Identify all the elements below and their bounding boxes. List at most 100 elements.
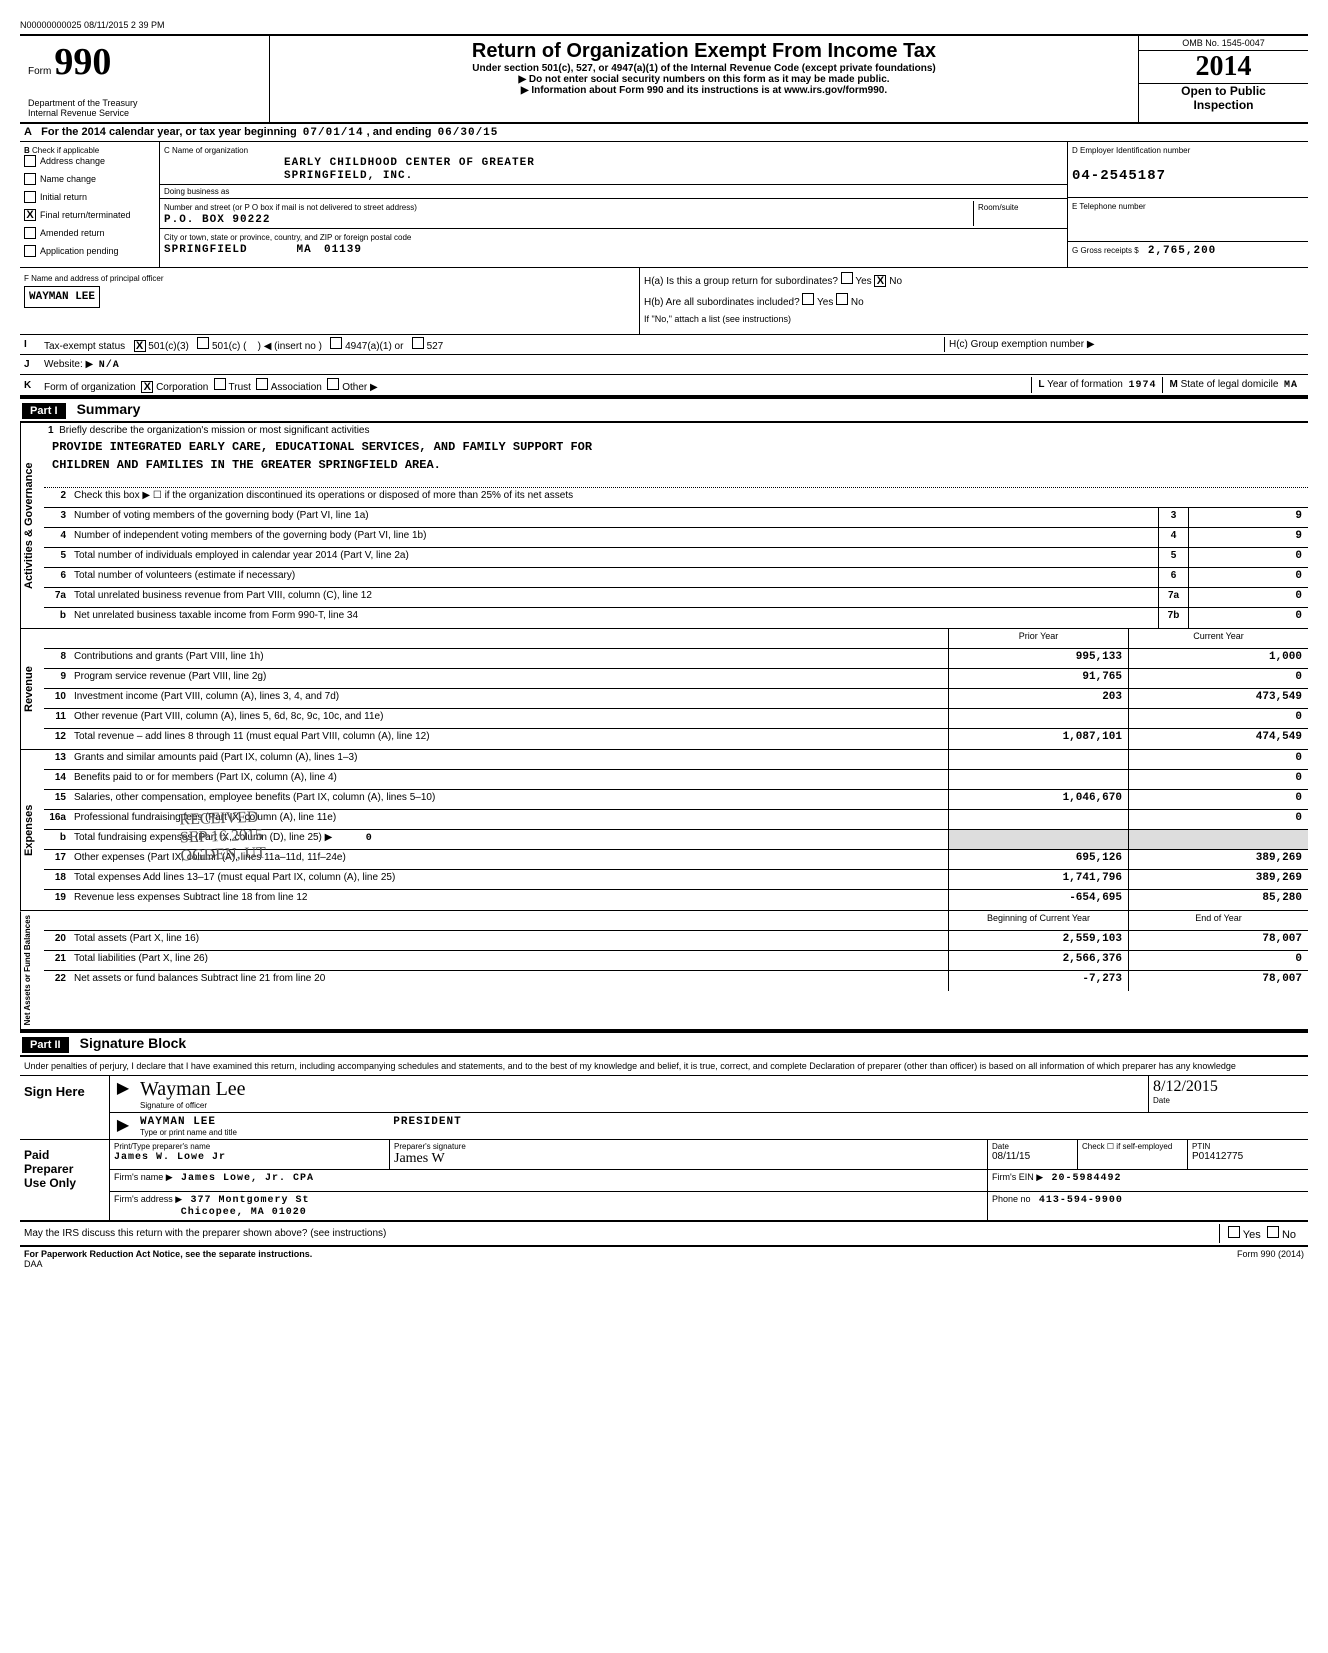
line-6-box: 6 [1158,568,1188,587]
line-i: I Tax-exempt status X 501(c)(3) 501(c) (… [20,335,1308,355]
firm-addr-1: 377 Montgomery St [191,1195,310,1206]
section-fh: F Name and address of principal officer … [20,268,1308,335]
line-19-text: Revenue less expenses Subtract line 18 f… [72,890,948,910]
line-a-mid: , and ending [367,126,432,138]
lbl-other: Other ▶ [342,382,377,393]
chk-discuss-no[interactable] [1267,1226,1279,1238]
lbl-insert-no: ◀ (insert no ) [264,341,322,352]
lbl-address-change: Address change [40,156,105,166]
mission-line-1: PROVIDE INTEGRATED EARLY CARE, EDUCATION… [44,438,1308,456]
chk-hb-no[interactable] [836,293,848,305]
line-20-text: Total assets (Part X, line 16) [72,931,948,950]
lbl-527: 527 [427,341,444,352]
line-21-text: Total liabilities (Part X, line 26) [72,951,948,970]
form-990-page-1: N00000000025 08/11/2015 2 39 PM Form 990… [20,20,1308,1271]
lbl-firm-name: Firm's name ▶ [114,1172,173,1182]
line-5-val: 0 [1188,548,1308,567]
lbl-officer: F Name and address of principal officer [24,274,163,283]
line-11-curr: 0 [1128,709,1308,728]
signature-date: 8/12/2015 [1153,1078,1218,1095]
col-d-ein: D Employer Identification number 04-2545… [1068,142,1308,267]
form-title: Return of Organization Exempt From Incom… [274,40,1134,63]
col-b-header: Check if applicable [32,146,99,155]
prep-date: 08/11/15 [992,1151,1030,1162]
arrow-icon-2: ▶ [110,1113,136,1139]
chk-ha-no[interactable]: X [874,275,886,287]
chk-final-return[interactable]: X [24,209,36,221]
chk-527[interactable] [412,337,424,349]
line-22-text: Net assets or fund balances Subtract lin… [72,971,948,991]
line-21-curr: 0 [1128,951,1308,970]
chk-4947[interactable] [330,337,342,349]
line-13-curr: 0 [1128,750,1308,769]
line-12-curr: 474,549 [1128,729,1308,749]
state: MA [297,244,312,256]
lbl-assoc: Association [271,382,322,393]
chk-ha-yes[interactable] [841,272,853,284]
chk-501c[interactable] [197,337,209,349]
line-11-prior [948,709,1128,728]
chk-initial-return[interactable] [24,191,36,203]
chk-assoc[interactable] [256,378,268,390]
chk-amended[interactable] [24,227,36,239]
line-a-prefix: For the 2014 calendar year, or tax year … [41,126,297,138]
col-current-year: Current Year [1128,629,1308,648]
chk-name-change[interactable] [24,173,36,185]
line-20-prior: 2,559,103 [948,931,1128,950]
chk-discuss-yes[interactable] [1228,1226,1240,1238]
tax-year: 2014 [1139,51,1308,83]
line-7b-text: Net unrelated business taxable income fr… [72,608,1158,628]
chk-pending[interactable] [24,245,36,257]
lbl-firm-addr: Firm's address ▶ [114,1194,182,1204]
line-a-tax-year: A For the 2014 calendar year, or tax yea… [20,124,1308,142]
line-19-curr: 85,280 [1128,890,1308,910]
line-3-text: Number of voting members of the governin… [72,508,1158,527]
line-2: Check this box ▶ ☐ if the organization d… [72,488,1308,507]
line-22-curr: 78,007 [1128,971,1308,991]
line-4-text: Number of independent voting members of … [72,528,1158,547]
col-b-checkboxes: B Check if applicable Address change Nam… [20,142,160,267]
lbl-state-domicile: State of legal domicile [1181,379,1279,390]
line-15-text: Salaries, other compensation, employee b… [72,790,948,809]
chk-corp[interactable]: X [141,381,153,393]
ein: 04-2545187 [1072,168,1166,184]
website-value: N/A [99,360,120,371]
year-box: OMB No. 1545-0047 2014 Open to Public In… [1138,36,1308,122]
chk-address-change[interactable] [24,155,36,167]
line-9-text: Program service revenue (Part VIII, line… [72,669,948,688]
h-b-note: If "No," attach a list (see instructions… [644,314,1304,324]
line-7b-box: 7b [1158,608,1188,628]
chk-501c3[interactable]: X [134,340,146,352]
chk-hb-yes[interactable] [802,293,814,305]
line-8-prior: 995,133 [948,649,1128,668]
sidebar-revenue: Revenue [20,629,44,749]
section-bcd: B Check if applicable Address change Nam… [20,142,1308,268]
line-4-val: 9 [1188,528,1308,547]
preparer-signature: James W [394,1151,445,1166]
title-box: Return of Organization Exempt From Incom… [270,36,1138,122]
irs-label: Internal Revenue Service [28,108,261,118]
officer-typed-name: WAYMAN LEE [140,1116,216,1128]
line-13-prior [948,750,1128,769]
chk-other[interactable] [327,378,339,390]
line-17-prior: 695,126 [948,850,1128,869]
firm-phone: 413-594-9900 [1039,1195,1123,1206]
col-end: End of Year [1128,911,1308,930]
line-7b-val: 0 [1188,608,1308,628]
lbl-h-a: H(a) Is this a group return for subordin… [644,276,838,287]
form-note-1: ▶ Do not enter social security numbers o… [274,74,1134,85]
sign-here-label: Sign Here [20,1076,110,1139]
line-18-prior: 1,741,796 [948,870,1128,889]
col-f-officer: F Name and address of principal officer … [20,268,640,334]
tracking-number: N00000000025 08/11/2015 2 39 PM [20,20,1308,30]
sidebar-activities: Activities & Governance [20,423,44,628]
line-14-text: Benefits paid to or for members (Part IX… [72,770,948,789]
dept-treasury: Department of the Treasury [28,98,261,108]
mission-line-2: CHILDREN AND FAMILIES IN THE GREATER SPR… [44,456,1308,474]
lbl-signature: Signature of officer [140,1101,1144,1110]
irs-discuss-text: May the IRS discuss this return with the… [24,1228,1219,1239]
room-suite-label: Room/suite [973,201,1063,226]
lbl-street: Number and street (or P O box if mail is… [164,203,417,212]
chk-trust[interactable] [214,378,226,390]
section-revenue: Revenue Prior YearCurrent Year 8Contribu… [20,629,1308,750]
